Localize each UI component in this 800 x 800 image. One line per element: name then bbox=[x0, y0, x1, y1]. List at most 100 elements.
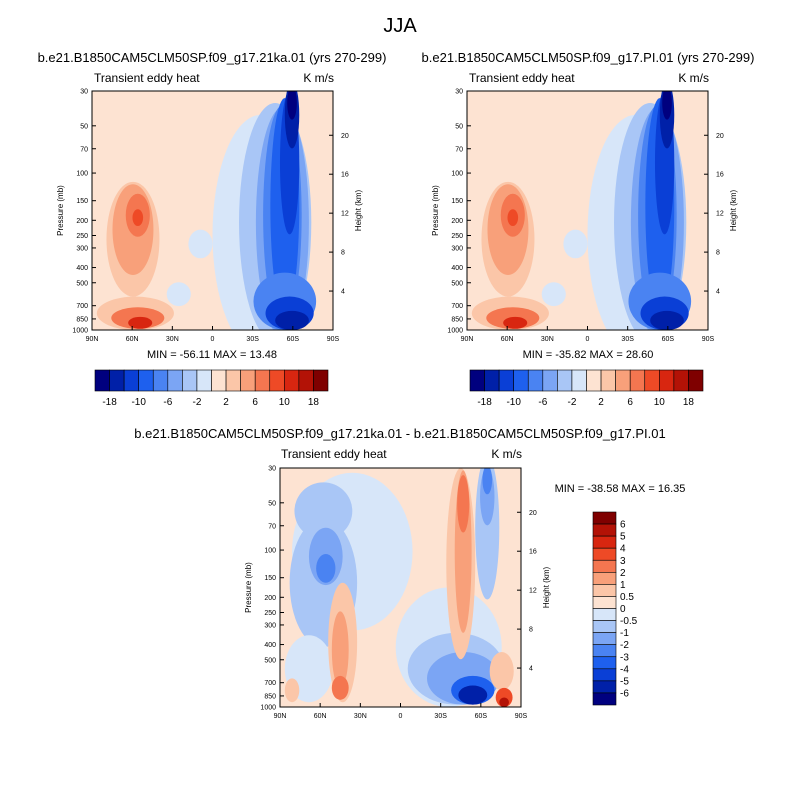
colorbar-label: -10 bbox=[506, 397, 521, 408]
y-tick-label: 150 bbox=[451, 198, 463, 205]
colorbar-swatch bbox=[615, 369, 631, 392]
contour-region bbox=[457, 475, 470, 533]
colorbar-swatch bbox=[592, 680, 617, 694]
height-tick-label: 8 bbox=[341, 250, 345, 257]
chart-panel-1: b.e21.B1850CAM5CLM50SP.f09_g17.21ka.01 (… bbox=[38, 50, 387, 408]
colorbar-label: -6 bbox=[538, 397, 547, 408]
colorbar-label: -6 bbox=[163, 397, 172, 408]
y-tick-label: 700 bbox=[264, 680, 276, 687]
contour-region bbox=[128, 316, 153, 329]
colorbar-swatch bbox=[600, 369, 616, 392]
units-label: K m/s bbox=[303, 71, 334, 85]
colorbar-swatch bbox=[240, 369, 256, 392]
colorbar-label: 4 bbox=[620, 544, 626, 555]
y-tick-label: 250 bbox=[451, 233, 463, 240]
colorbar-swatch bbox=[592, 511, 617, 525]
colorbar-swatch bbox=[571, 369, 587, 392]
colorbar-swatch bbox=[592, 584, 617, 597]
colorbar-swatch bbox=[167, 369, 183, 392]
contour-region bbox=[541, 282, 566, 307]
variable-label: Transient eddy heat bbox=[469, 71, 575, 85]
y-tick-label: 30 bbox=[455, 89, 463, 96]
y-tick-label: 850 bbox=[76, 316, 88, 323]
x-tick-label: 60S bbox=[475, 713, 488, 720]
min-max-label: MIN = -56.11 MAX = 13.48 bbox=[147, 349, 277, 361]
colorbar-label: -18 bbox=[477, 397, 492, 408]
colorbar-swatch bbox=[542, 369, 558, 392]
colorbar-label: 10 bbox=[279, 397, 291, 408]
y-tick-label: 200 bbox=[76, 218, 88, 225]
colorbar-swatch bbox=[629, 369, 646, 392]
colorbar-swatch bbox=[284, 369, 300, 392]
x-tick-label: 30N bbox=[541, 336, 554, 343]
min-max-label: MIN = -38.58 MAX = 16.35 bbox=[555, 483, 686, 495]
x-tick-label: 60N bbox=[501, 336, 514, 343]
colorbar-label: -2 bbox=[620, 640, 629, 651]
colorbar-swatch bbox=[313, 369, 329, 392]
colorbar-label: -2 bbox=[567, 397, 576, 408]
colorbar-label: -5 bbox=[620, 676, 629, 687]
colorbar-label: 0.5 bbox=[620, 592, 634, 603]
colorbar-swatch bbox=[592, 547, 617, 561]
y-tick-label: 200 bbox=[264, 595, 276, 602]
y-tick-label: 70 bbox=[268, 523, 276, 530]
y-axis-title-right: Height (km) bbox=[354, 189, 363, 231]
contour-region bbox=[507, 209, 519, 227]
colorbar-label: 18 bbox=[683, 397, 695, 408]
x-tick-label: 30S bbox=[621, 336, 634, 343]
case-title: b.e21.B1850CAM5CLM50SP.f09_g17.21ka.01 (… bbox=[38, 50, 387, 65]
y-tick-label: 700 bbox=[76, 303, 88, 310]
contour-region bbox=[275, 310, 309, 330]
colorbar-swatch bbox=[484, 369, 500, 392]
y-tick-label: 700 bbox=[451, 303, 463, 310]
colorbar-label: -3 bbox=[620, 652, 629, 663]
colorbar-swatch bbox=[254, 369, 271, 392]
height-tick-label: 8 bbox=[529, 627, 533, 634]
contour-field bbox=[92, 91, 333, 330]
y-axis-title: Pressure (mb) bbox=[244, 562, 253, 613]
colorbar-swatch bbox=[152, 369, 169, 392]
colorbar-swatch bbox=[592, 620, 617, 633]
colorbar-label: 3 bbox=[620, 556, 626, 567]
height-tick-label: 8 bbox=[716, 250, 720, 257]
colorbar-label: -4 bbox=[620, 664, 629, 675]
y-tick-label: 50 bbox=[455, 123, 463, 130]
x-tick-label: 90S bbox=[702, 336, 715, 343]
y-tick-label: 850 bbox=[451, 316, 463, 323]
colorbar-swatch bbox=[592, 523, 617, 537]
y-tick-label: 50 bbox=[80, 123, 88, 130]
x-tick-label: 60S bbox=[287, 336, 300, 343]
min-max-label: MIN = -35.82 MAX = 28.60 bbox=[523, 349, 654, 361]
colorbar-swatch bbox=[211, 369, 227, 392]
y-tick-label: 100 bbox=[264, 548, 276, 555]
colorbar-swatch bbox=[196, 369, 212, 392]
colorbar-swatch bbox=[688, 369, 704, 392]
units-label: K m/s bbox=[678, 71, 709, 85]
colorbar-swatch bbox=[592, 596, 617, 609]
colorbar-label: 18 bbox=[308, 397, 320, 408]
height-tick-label: 4 bbox=[341, 289, 345, 296]
contour-region bbox=[331, 611, 349, 688]
contour-region bbox=[482, 468, 493, 495]
colorbar-swatch bbox=[269, 369, 285, 392]
colorbar-swatch bbox=[592, 535, 617, 549]
y-axis-title: Pressure (mb) bbox=[431, 185, 440, 236]
contour-field bbox=[467, 91, 708, 330]
y-axis-title-right: Height (km) bbox=[729, 189, 738, 231]
y-tick-label: 300 bbox=[264, 622, 276, 629]
colorbar-label: 2 bbox=[598, 397, 604, 408]
height-tick-label: 12 bbox=[716, 211, 724, 218]
y-tick-label: 300 bbox=[451, 245, 463, 252]
y-tick-label: 250 bbox=[264, 610, 276, 617]
colorbar-swatch bbox=[123, 369, 139, 392]
contour-region bbox=[662, 91, 672, 120]
height-tick-label: 16 bbox=[716, 172, 724, 179]
height-tick-label: 4 bbox=[529, 666, 533, 673]
case-title: b.e21.B1850CAM5CLM50SP.f09_g17.21ka.01 -… bbox=[134, 426, 665, 441]
colorbar-label: 1 bbox=[620, 580, 626, 591]
x-tick-label: 0 bbox=[399, 713, 403, 720]
colorbar-swatch bbox=[592, 632, 617, 645]
colorbar-swatch bbox=[592, 656, 617, 670]
case-title: b.e21.B1850CAM5CLM50SP.f09_g17.PI.01 (yr… bbox=[422, 50, 755, 65]
y-axis-title-right: Height (km) bbox=[542, 566, 551, 608]
